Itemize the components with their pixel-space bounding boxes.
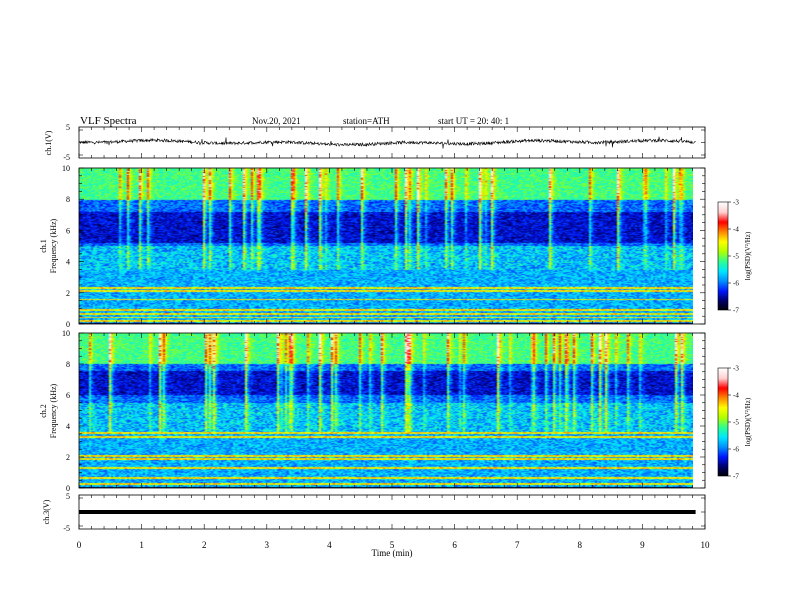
ch3-waveform-line (79, 510, 696, 514)
ch2-spectrogram-ylabel-ch: ch.2 (39, 404, 48, 418)
time-tick-label-6: 6 (452, 540, 457, 550)
station-label: station=ATH (343, 116, 390, 126)
ch1-colorbar-label: log(PSD)(V²/Hz) (744, 231, 752, 280)
ch2-colorbar-ticks: -3 -4 -5 -6 -7 (728, 365, 739, 481)
time-tick-label-3: 3 (265, 540, 270, 550)
ch3-ytick-top: 5 (66, 492, 70, 501)
ch1-spectrogram-ylabel-freq: Frequency (kHz) (49, 218, 58, 273)
ch1-waveform-panel: 5 -5 ch.1(V) (44, 123, 706, 162)
colorbar-tick-label-2-1: -4 (733, 392, 739, 400)
colorbar-tick-label-2-2: -5 (733, 419, 739, 427)
ch1-spectrogram-image (79, 168, 693, 324)
colorbar-tick-label-2-4: -7 (733, 473, 739, 481)
spec2-ytick-label-3: 6 (66, 391, 70, 400)
spec2-ytick-label-4: 8 (66, 360, 70, 369)
time-tick-label-0: 0 (77, 540, 82, 550)
spec1-ytick-label-1: 2 (66, 289, 70, 298)
time-tick-label-7: 7 (515, 540, 520, 550)
ch1-colorbar-ticks: -3 -4 -5 -6 -7 (728, 199, 739, 315)
ch1-ytick-top: 5 (66, 123, 70, 132)
ch1-ylabel-line1: ch.1 (39, 239, 48, 253)
colorbar-tick-label-1-0: -3 (733, 199, 739, 207)
ch3-ytick-bottom: -5 (63, 524, 70, 533)
colorbar-tick-label-2-0: -3 (733, 365, 739, 373)
time-tick-label-5: 5 (390, 540, 395, 550)
date-label: Nov.20, 2021 (252, 116, 301, 126)
time-tick-label-4: 4 (327, 540, 332, 550)
time-axis-tick-labels: 0 1 2 3 4 5 6 7 8 9 10 (77, 540, 710, 550)
ch2-spectrogram-ylabel-freq: Frequency (kHz) (49, 383, 58, 438)
ch2-frequency-ticks: 0 2 4 6 8 10 (62, 329, 706, 493)
ch2-colorbar-label: log(PSD)(V²/Hz) (744, 397, 752, 446)
ch1-ytick-bottom: -5 (63, 153, 70, 162)
ch1-waveform-line (78, 136, 696, 149)
spec1-ytick-label-4: 8 (66, 195, 70, 204)
time-tick-label-1: 1 (139, 540, 144, 550)
time-tick-label-2: 2 (202, 540, 207, 550)
ch2-ylabel-line1: ch.2 (39, 404, 48, 418)
time-tick-label-8: 8 (578, 540, 583, 550)
ch1-waveform-ticks (78, 127, 706, 158)
spec1-ytick-label-2: 4 (66, 258, 70, 267)
time-tick-label-9: 9 (640, 540, 645, 550)
ch1-waveform-ylabel: ch.1(V) (44, 130, 53, 155)
colorbar-tick-label-1-2: -5 (733, 253, 739, 261)
time-axis-label: Time (min) (372, 548, 413, 558)
ch3-waveform-ticks (78, 495, 706, 529)
ch1-frequency-ticks: 0 2 4 6 8 10 (62, 164, 706, 329)
ch3-waveform-ylabel: ch.3(V) (42, 499, 51, 524)
spec1-ytick-label-0: 0 (66, 320, 70, 329)
ch3-waveform-panel: 5 -5 ch.3(V) (42, 492, 706, 533)
ch1-ylabel-line2: Frequency (kHz) (49, 218, 58, 273)
spec2-ytick-label-1: 2 (66, 453, 70, 462)
figure-title: VLF Spectra (80, 115, 137, 127)
ch1-colorbar (718, 202, 728, 310)
spec2-ytick-label-5: 10 (62, 329, 70, 338)
start-time-label: start UT = 20: 40: 1 (438, 116, 509, 126)
spec2-ytick-label-2: 4 (66, 422, 70, 431)
colorbar-tick-label-1-4: -7 (733, 307, 739, 315)
spec2-ytick-label-0: 0 (66, 484, 70, 493)
ch1-spectrogram-ylabel-ch: ch.1 (39, 239, 48, 253)
ch2-ylabel-line2: Frequency (kHz) (49, 383, 58, 438)
spec1-ytick-label-3: 6 (66, 226, 70, 235)
time-tick-label-10: 10 (701, 540, 711, 550)
ch2-spectrogram-image (79, 333, 693, 488)
colorbar-tick-label-2-3: -6 (733, 446, 739, 454)
ch2-colorbar (718, 368, 728, 476)
spec1-ytick-label-5: 10 (62, 164, 70, 173)
colorbar-tick-label-1-1: -4 (733, 226, 739, 234)
colorbar-tick-label-1-3: -6 (733, 280, 739, 288)
